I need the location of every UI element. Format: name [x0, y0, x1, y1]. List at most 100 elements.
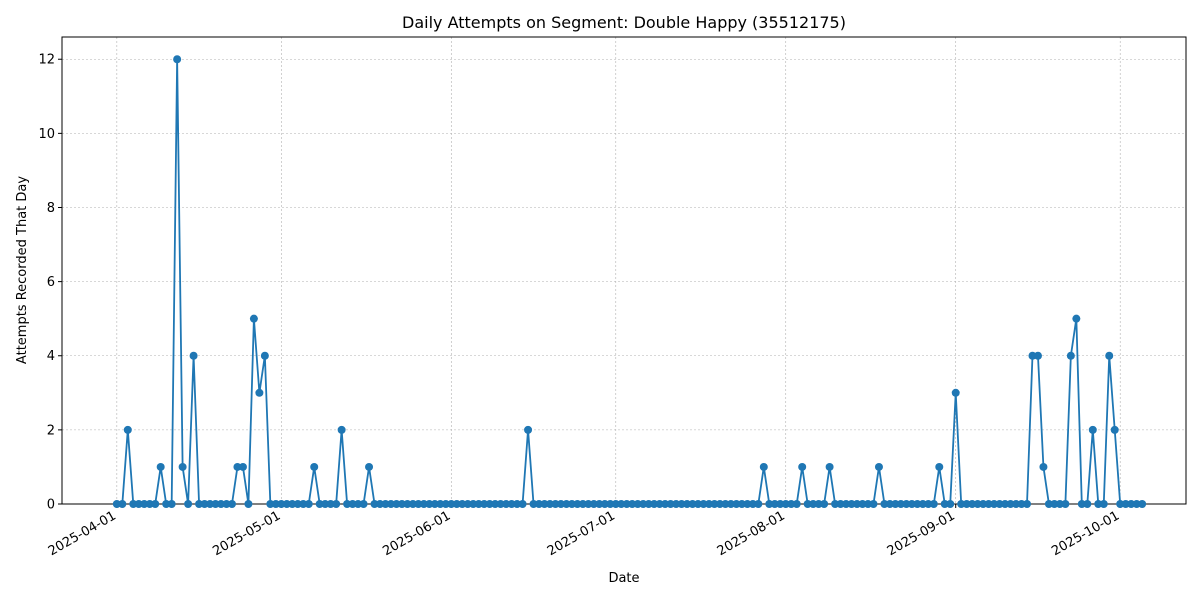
data-point — [403, 500, 412, 508]
data-point — [710, 500, 719, 508]
y-tick-label: 4 — [47, 349, 55, 364]
data-point — [825, 462, 834, 471]
data-point — [386, 500, 395, 508]
data-point — [611, 500, 620, 508]
data-point — [726, 500, 735, 508]
data-point — [348, 500, 357, 508]
gridlines — [62, 37, 1186, 505]
data-point — [167, 500, 176, 508]
data-point — [354, 500, 363, 508]
data-point — [222, 500, 231, 508]
y-tick-label: 10 — [38, 127, 55, 142]
data-point — [162, 500, 171, 508]
data-point — [644, 500, 653, 508]
data-point — [940, 500, 949, 508]
data-point — [129, 500, 138, 508]
data-point — [639, 500, 648, 508]
data-point — [622, 500, 631, 508]
data-point — [1077, 500, 1086, 508]
data-point — [880, 500, 889, 508]
data-point — [847, 500, 856, 508]
data-point — [984, 500, 993, 508]
data-point — [715, 500, 724, 508]
data-point — [145, 500, 154, 508]
data-point — [874, 462, 883, 471]
data-point — [891, 500, 900, 508]
data-point — [858, 500, 867, 508]
data-point — [173, 55, 182, 64]
data-point — [233, 462, 242, 471]
data-point — [315, 500, 324, 508]
data-point — [299, 500, 308, 508]
data-point — [206, 500, 215, 508]
data-point — [513, 500, 522, 508]
data-point — [304, 500, 313, 508]
data-point — [1116, 500, 1125, 508]
data-point — [524, 425, 533, 434]
data-point — [1012, 500, 1021, 508]
y-tick-label: 8 — [47, 201, 55, 216]
data-point — [370, 500, 379, 508]
data-point — [935, 462, 944, 471]
data-point — [1105, 351, 1114, 360]
data-point — [918, 500, 927, 508]
data-point — [359, 500, 368, 508]
data-point — [507, 500, 516, 508]
data-point — [902, 500, 911, 508]
data-point — [441, 500, 450, 508]
data-point — [271, 500, 280, 508]
data-point — [365, 462, 374, 471]
data-point — [288, 500, 297, 508]
data-point — [447, 500, 456, 508]
data-point — [836, 500, 845, 508]
data-point — [995, 500, 1004, 508]
data-point — [343, 500, 352, 508]
data-point — [628, 500, 637, 508]
data-point — [842, 500, 851, 508]
data-point — [480, 500, 489, 508]
data-point — [458, 500, 467, 508]
data-point — [765, 500, 774, 508]
data-point — [151, 500, 160, 508]
data-point — [1028, 351, 1037, 360]
data-point — [748, 500, 757, 508]
data-point — [249, 314, 258, 323]
data-point — [924, 500, 933, 508]
data-point — [112, 500, 121, 508]
data-point — [408, 500, 417, 508]
data-point — [414, 500, 423, 508]
data-point — [820, 500, 829, 508]
data-point — [721, 500, 730, 508]
data-point — [655, 500, 664, 508]
data-point — [699, 500, 708, 508]
data-point — [337, 425, 346, 434]
y-tick-label: 2 — [47, 423, 55, 438]
data-point — [540, 500, 549, 508]
data-point — [474, 500, 483, 508]
data-point — [776, 500, 785, 508]
data-point — [962, 500, 971, 508]
data-point — [951, 388, 960, 397]
data-point — [1006, 500, 1015, 508]
data-point — [979, 500, 988, 508]
chart-title: Daily Attempts on Segment: Double Happy … — [402, 13, 846, 32]
data-point — [491, 500, 500, 508]
data-point — [688, 500, 697, 508]
data-point — [661, 500, 670, 508]
data-point — [178, 462, 187, 471]
data-point — [595, 500, 604, 508]
data-point — [600, 500, 609, 508]
data-point — [227, 500, 236, 508]
data-point — [672, 500, 681, 508]
data-point — [770, 500, 779, 508]
data-point — [496, 500, 505, 508]
data-point — [814, 500, 823, 508]
data-point — [266, 500, 275, 508]
data-point — [529, 500, 538, 508]
data-point — [436, 500, 445, 508]
data-point — [869, 500, 878, 508]
data-point — [255, 388, 264, 397]
data-point — [1121, 500, 1130, 508]
data-point — [469, 500, 478, 508]
